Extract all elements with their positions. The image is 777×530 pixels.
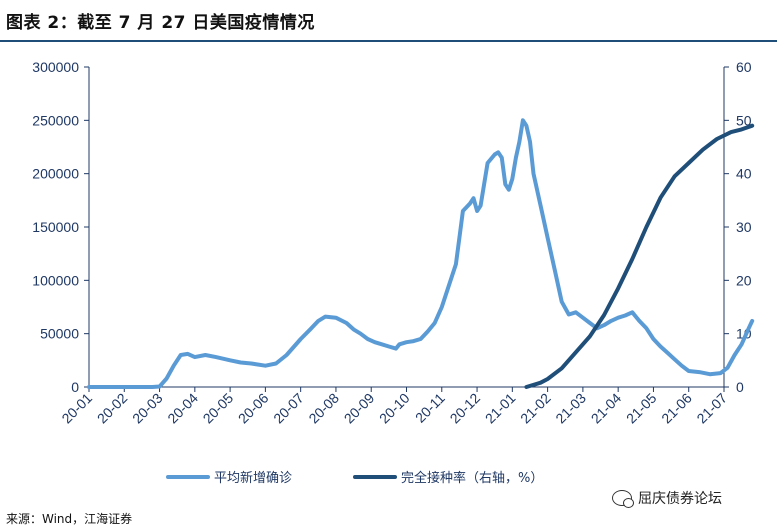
x-tick-label: 21-04 — [588, 390, 625, 427]
right-tick-label: 30 — [736, 219, 752, 235]
right-tick-label: 60 — [736, 59, 752, 75]
figure-title: 图表 2：截至 7 月 27 日美国疫情情况 — [6, 13, 315, 33]
title-divider — [0, 40, 777, 42]
right-tick-label: 50 — [736, 112, 752, 128]
x-tick-label: 20-01 — [58, 390, 95, 427]
left-tick-label: 0 — [71, 379, 79, 395]
chart: 0500001000001500002000002500003000000102… — [32, 59, 755, 486]
x-tick-label: 20-12 — [447, 390, 484, 427]
x-tick-label: 20-02 — [94, 390, 131, 427]
x-tick-label: 20-07 — [270, 390, 307, 427]
legend-label-1: 平均新增确诊 — [214, 470, 292, 486]
x-tick-label: 21-01 — [482, 390, 519, 427]
series-line-2 — [524, 123, 755, 389]
source-note: 来源：Wind，江海证券 — [6, 512, 133, 526]
x-tick-label: 20-08 — [305, 390, 342, 427]
left-tick-label: 100000 — [32, 272, 79, 288]
left-tick-label: 300000 — [32, 59, 79, 75]
series-line-1 — [87, 118, 755, 389]
right-tick-label: 20 — [736, 272, 752, 288]
x-tick-label: 21-06 — [658, 390, 695, 427]
x-tick-label: 21-03 — [552, 390, 589, 427]
x-tick-label: 21-05 — [623, 390, 660, 427]
right-tick-label: 0 — [736, 379, 744, 395]
x-tick-label: 21-07 — [693, 390, 730, 427]
x-tick-label: 20-04 — [164, 390, 201, 427]
x-tick-label: 20-05 — [200, 390, 237, 427]
right-tick-label: 40 — [736, 166, 752, 182]
watermark: 屈庆债券论坛 — [612, 488, 722, 508]
left-tick-label: 250000 — [32, 112, 79, 128]
x-tick-label: 20-11 — [412, 390, 448, 426]
x-tick-label: 20-03 — [129, 390, 166, 427]
left-tick-label: 50000 — [40, 326, 79, 342]
x-tick-label: 20-09 — [341, 390, 378, 427]
left-tick-label: 200000 — [32, 166, 79, 182]
x-tick-label: 20-06 — [235, 390, 272, 427]
left-tick-label: 150000 — [32, 219, 79, 235]
wechat-icon — [612, 490, 634, 508]
watermark-text: 屈庆债券论坛 — [638, 491, 722, 507]
x-tick-label: 20-10 — [376, 390, 413, 427]
legend-label-2: 完全接种率（右轴，%） — [401, 470, 543, 486]
x-tick-label: 21-02 — [517, 390, 554, 427]
